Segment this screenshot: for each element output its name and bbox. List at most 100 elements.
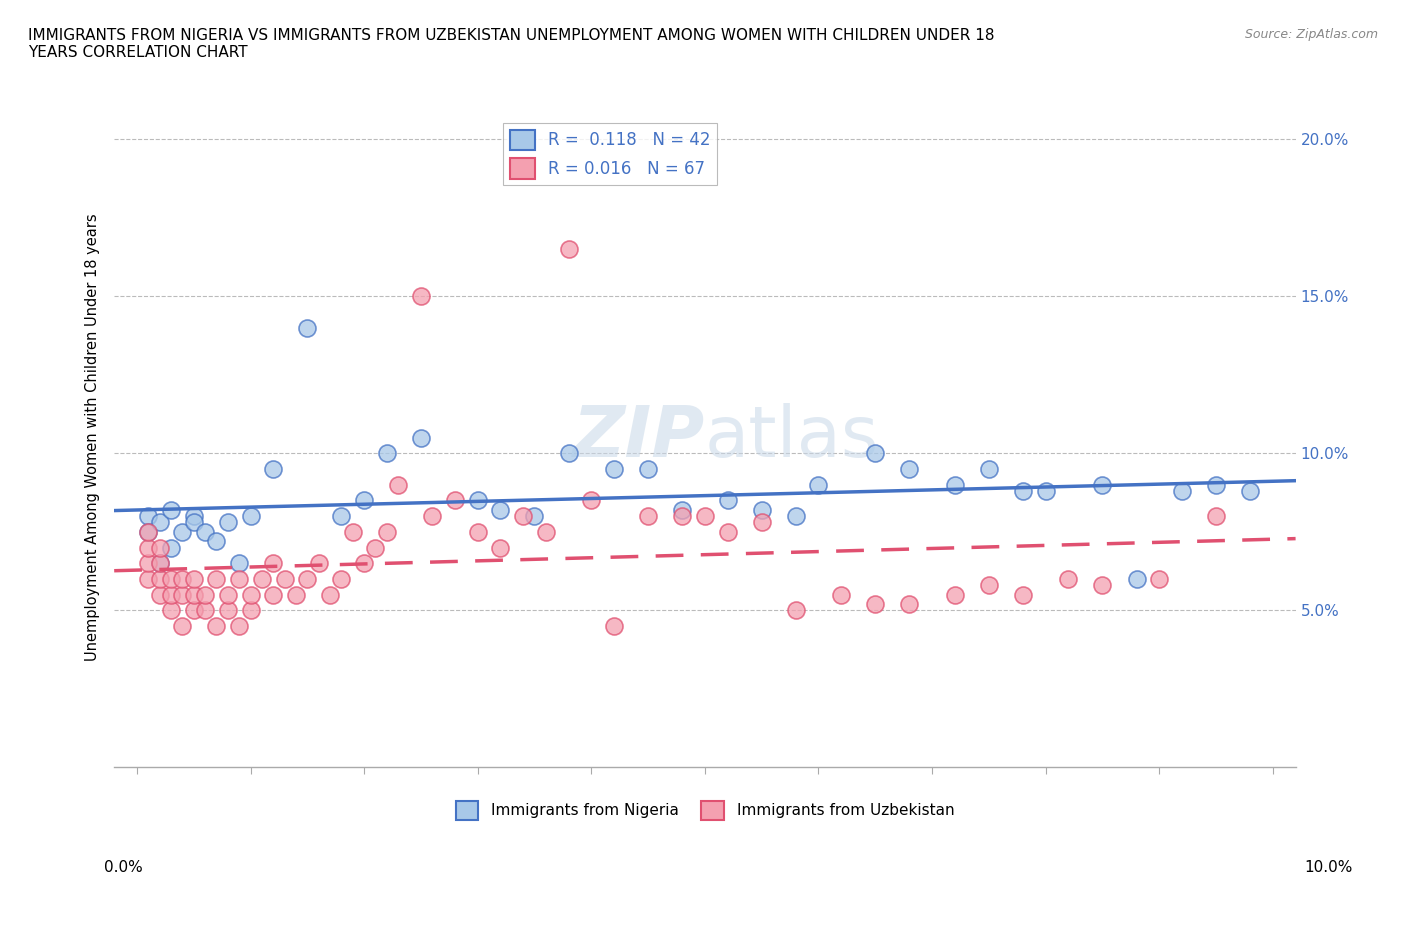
Point [1057,572,1080,587]
Point [1205,509,1227,524]
Point [239,587,262,602]
Point [136,540,159,555]
Point [149,572,172,587]
Text: 10.0%: 10.0% [1305,860,1353,875]
Point [1125,572,1147,587]
Point [387,477,409,492]
Point [444,493,467,508]
Point [149,515,172,530]
Point [671,509,693,524]
Point [898,597,921,612]
Point [160,603,183,618]
Point [149,587,172,602]
Point [717,493,740,508]
Point [194,603,217,618]
Point [1239,484,1261,498]
Point [1171,484,1194,498]
Point [183,572,205,587]
Point [557,242,579,257]
Point [637,509,659,524]
Point [217,603,239,618]
Point [751,515,773,530]
Point [250,572,273,587]
Point [136,509,159,524]
Point [228,618,250,633]
Point [319,587,342,602]
Point [330,509,353,524]
Point [136,572,159,587]
Point [262,587,284,602]
Point [409,289,432,304]
Point [217,587,239,602]
Legend: Immigrants from Nigeria, Immigrants from Uzbekistan: Immigrants from Nigeria, Immigrants from… [450,795,960,826]
Point [217,515,239,530]
Point [717,525,740,539]
Point [183,587,205,602]
Point [262,556,284,571]
Point [205,618,228,633]
Text: IMMIGRANTS FROM NIGERIA VS IMMIGRANTS FROM UZBEKISTAN UNEMPLOYMENT AMONG WOMEN W: IMMIGRANTS FROM NIGERIA VS IMMIGRANTS FR… [28,28,994,60]
Point [183,603,205,618]
Point [671,502,693,517]
Point [239,509,262,524]
Point [581,493,603,508]
Point [205,572,228,587]
Point [512,509,534,524]
Point [160,540,183,555]
Point [273,572,295,587]
Point [284,587,307,602]
Point [297,572,319,587]
Point [172,525,194,539]
Point [1205,477,1227,492]
Point [943,477,966,492]
Point [228,572,250,587]
Point [183,509,205,524]
Point [603,618,626,633]
Point [183,515,205,530]
Point [977,461,1000,476]
Point [194,587,217,602]
Point [409,431,432,445]
Point [308,556,330,571]
Point [262,461,284,476]
Y-axis label: Unemployment Among Women with Children Under 18 years: Unemployment Among Women with Children U… [86,214,100,661]
Point [557,445,579,460]
Point [1091,477,1114,492]
Point [693,509,716,524]
Point [194,525,217,539]
Point [1012,587,1035,602]
Text: atlas: atlas [704,404,879,472]
Point [136,556,159,571]
Point [205,534,228,549]
Point [353,493,375,508]
Point [149,540,172,555]
Point [172,618,194,633]
Point [977,578,1000,592]
Point [228,556,250,571]
Point [603,461,626,476]
Point [1091,578,1114,592]
Point [865,445,887,460]
Point [353,556,375,571]
Point [420,509,443,524]
Point [807,477,830,492]
Point [785,603,807,618]
Point [342,525,364,539]
Point [534,525,557,539]
Point [136,525,159,539]
Point [489,502,512,517]
Point [1012,484,1035,498]
Text: ZIP: ZIP [572,404,704,472]
Point [1149,572,1171,587]
Text: 0.0%: 0.0% [104,860,143,875]
Text: Source: ZipAtlas.com: Source: ZipAtlas.com [1244,28,1378,41]
Point [375,525,398,539]
Point [149,556,172,571]
Point [785,509,807,524]
Point [637,461,659,476]
Point [489,540,512,555]
Point [898,461,921,476]
Point [136,525,159,539]
Point [160,572,183,587]
Point [865,597,887,612]
